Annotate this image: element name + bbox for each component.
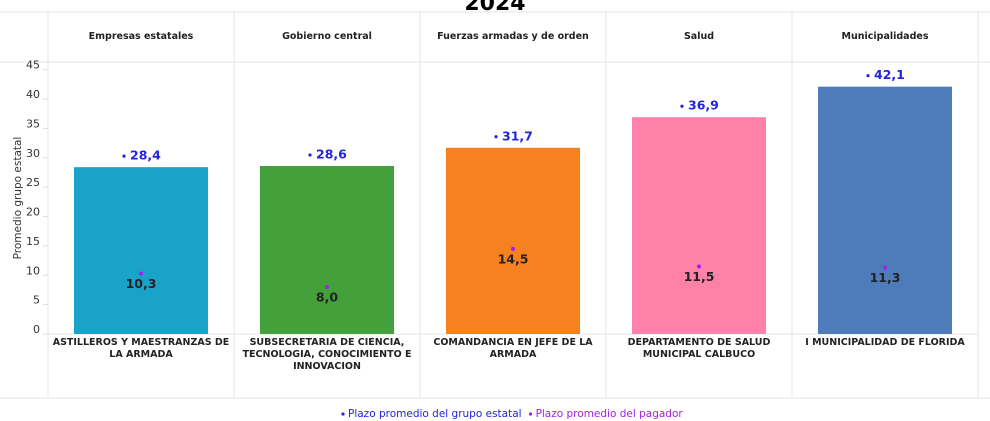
y-tick-label: 35 bbox=[26, 117, 40, 130]
legend-label: Plazo promedio del grupo estatal bbox=[348, 408, 522, 420]
point bbox=[139, 271, 143, 276]
legend-dot bbox=[866, 74, 870, 78]
y-tick-label: 30 bbox=[26, 147, 40, 160]
y-tick-label: 25 bbox=[26, 176, 40, 189]
legend-marker bbox=[341, 412, 345, 416]
bar bbox=[632, 117, 766, 334]
y-tick-label: 5 bbox=[33, 294, 40, 307]
point bbox=[325, 285, 329, 290]
point-value-label: 11,5 bbox=[684, 269, 715, 284]
point-value-label: 11,3 bbox=[870, 270, 901, 285]
bar-value-label: 36,9 bbox=[688, 98, 719, 113]
y-tick-label: 40 bbox=[26, 88, 40, 101]
y-tick-label: 20 bbox=[26, 206, 40, 219]
x-tick-label: SUBSECRETARIA DE CIENCIA, TECNOLOGIA, CO… bbox=[242, 337, 412, 372]
y-axis-title: Promedio grupo estatal bbox=[12, 137, 24, 260]
point-value-label: 14,5 bbox=[498, 251, 529, 266]
bar bbox=[446, 147, 580, 334]
x-tick-label: I MUNICIPALIDAD DE FLORIDA bbox=[805, 337, 965, 348]
y-tick-label: 0 bbox=[33, 323, 40, 336]
x-tick-label: DEPARTAMENTO DE SALUD MUNICIPAL CALBUCO bbox=[627, 337, 771, 360]
point bbox=[697, 264, 701, 269]
legend-dot bbox=[494, 135, 498, 139]
point bbox=[511, 246, 515, 251]
bar-value-label: 42,1 bbox=[874, 67, 905, 82]
panel-header: Gobierno central bbox=[282, 31, 372, 42]
bar bbox=[818, 86, 952, 335]
x-tick-label: ASTILLEROS Y MAESTRANZAS DE LA ARMADA bbox=[52, 337, 230, 360]
legend-label: Plazo promedio del pagador bbox=[536, 408, 684, 420]
bar-value-label: 28,4 bbox=[130, 148, 161, 163]
x-tick-label: COMANDANCIA EN JEFE DE LA ARMADA bbox=[433, 337, 593, 360]
bar bbox=[260, 165, 394, 334]
panel-header: Fuerzas armadas y de orden bbox=[437, 31, 589, 42]
bar-value-label: 28,6 bbox=[316, 146, 347, 161]
point-value-label: 8,0 bbox=[316, 290, 338, 305]
panel-header: Salud bbox=[683, 31, 715, 42]
legend-dot bbox=[680, 104, 684, 108]
bar-value-label: 31,7 bbox=[502, 128, 533, 143]
panel-header: Municipalidades bbox=[841, 31, 929, 42]
panel-header: Empresas estatales bbox=[88, 31, 194, 42]
chart-title: 2024 bbox=[464, 0, 525, 16]
point bbox=[883, 265, 887, 270]
legend-marker bbox=[528, 412, 533, 416]
point-value-label: 10,3 bbox=[126, 276, 157, 291]
bar bbox=[74, 167, 208, 334]
y-tick-label: 45 bbox=[26, 59, 40, 72]
legend-dot bbox=[122, 154, 126, 158]
legend-dot bbox=[308, 153, 312, 157]
y-tick-label: 15 bbox=[26, 235, 40, 248]
y-tick-label: 10 bbox=[26, 264, 40, 277]
